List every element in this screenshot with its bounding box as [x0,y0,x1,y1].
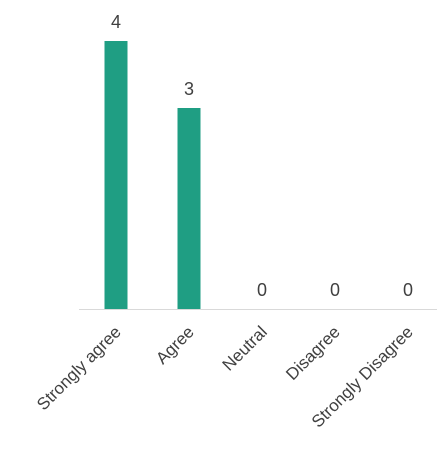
data-label: 0 [257,280,267,300]
bar-agree [177,108,201,309]
category-label: Neutral [219,322,271,374]
data-label: 0 [330,280,340,300]
category-label: Disagree [282,322,344,384]
value-labels-layer: 4 3 0 0 0 [111,12,413,300]
data-label: 4 [111,12,121,32]
bars-layer [104,41,201,309]
data-label: 3 [184,79,194,99]
category-label: Strongly agree [33,322,125,414]
data-label: 0 [403,280,413,300]
category-label: Agree [152,322,198,368]
bar-strongly-agree [104,41,128,309]
category-labels-layer: Strongly agree Agree Neutral DisagreeStrong… [33,322,417,431]
